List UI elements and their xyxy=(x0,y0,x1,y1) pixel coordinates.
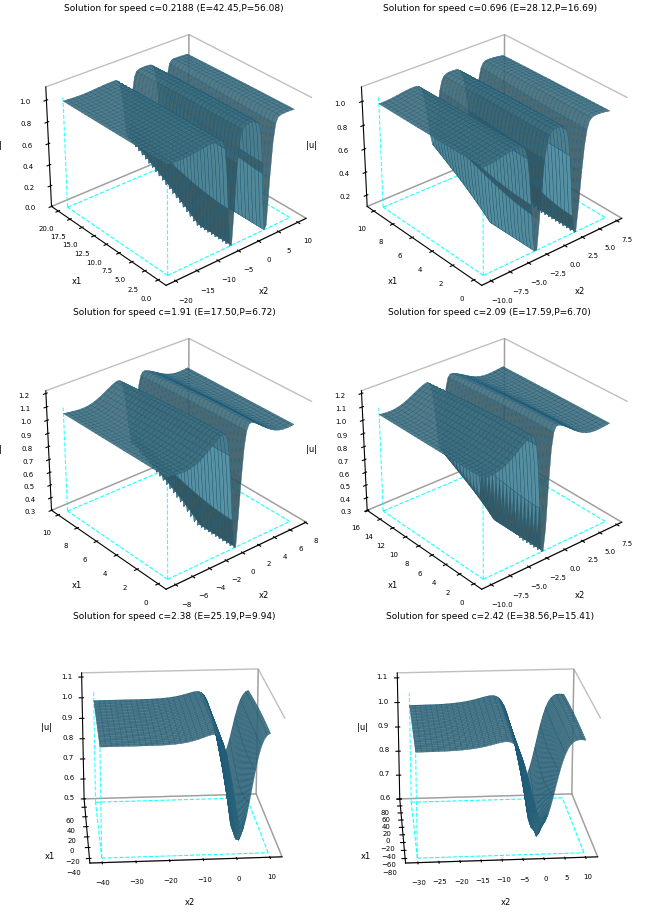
Title: Solution for speed c=0.2188 (E=42.45,P=56.08): Solution for speed c=0.2188 (E=42.45,P=5… xyxy=(64,5,284,13)
Y-axis label: x1: x1 xyxy=(387,582,398,591)
Y-axis label: x1: x1 xyxy=(72,278,82,287)
X-axis label: x2: x2 xyxy=(574,591,584,600)
Title: Solution for speed c=1.91 (E=17.50,P=6.72): Solution for speed c=1.91 (E=17.50,P=6.7… xyxy=(73,308,276,317)
Y-axis label: x1: x1 xyxy=(72,582,82,591)
Title: Solution for speed c=0.696 (E=28.12,P=16.69): Solution for speed c=0.696 (E=28.12,P=16… xyxy=(382,5,597,13)
X-axis label: x2: x2 xyxy=(259,287,269,296)
X-axis label: x2: x2 xyxy=(259,591,269,600)
Title: Solution for speed c=2.09 (E=17.59,P=6.70): Solution for speed c=2.09 (E=17.59,P=6.7… xyxy=(388,308,591,317)
Y-axis label: x1: x1 xyxy=(387,278,398,287)
X-axis label: x2: x2 xyxy=(574,287,584,296)
Title: Solution for speed c=2.38 (E=25.19,P=9.94): Solution for speed c=2.38 (E=25.19,P=9.9… xyxy=(73,612,276,621)
Y-axis label: x1: x1 xyxy=(45,852,55,861)
X-axis label: x2: x2 xyxy=(501,898,511,908)
Y-axis label: x1: x1 xyxy=(361,852,371,861)
Title: Solution for speed c=2.42 (E=38.56,P=15.41): Solution for speed c=2.42 (E=38.56,P=15.… xyxy=(386,612,594,621)
X-axis label: x2: x2 xyxy=(185,898,195,908)
